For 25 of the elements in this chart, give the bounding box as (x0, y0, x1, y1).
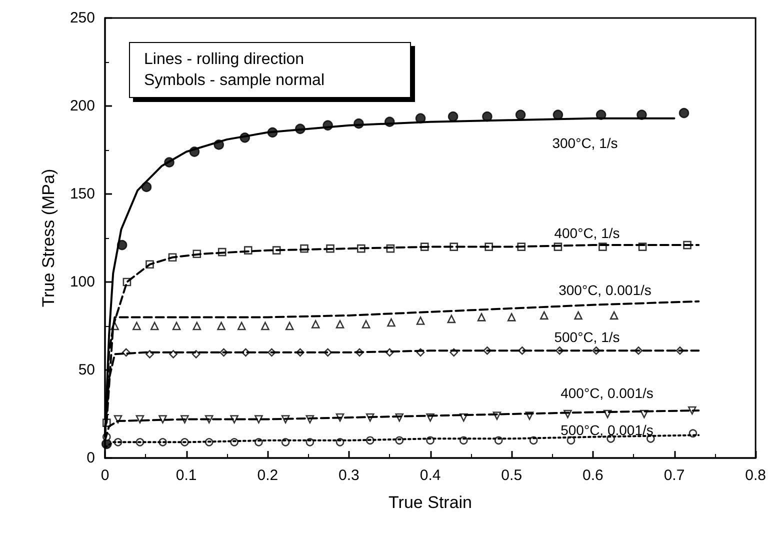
x-tick-label: 0.3 (338, 467, 360, 484)
y-tick-label: 200 (70, 98, 95, 114)
annotation: 300°C, 1/s (552, 135, 618, 151)
x-tick-label: 0 (100, 467, 110, 484)
x-tick-label: 0.7 (664, 467, 685, 484)
y-axis-title: True Stress (MPa) (39, 168, 58, 308)
annotation: 400°C, 0.001/s (560, 385, 654, 401)
x-axis-title: True Strain (388, 493, 472, 512)
y-tick-label: 0 (86, 450, 95, 466)
annotation: 500°C, 0.001/s (560, 422, 654, 438)
x-tick-label: 0.6 (582, 467, 604, 484)
x-tick-label: 0.1 (176, 467, 197, 484)
x-tick-label: 0.4 (420, 467, 441, 484)
y-tick-label: 100 (70, 274, 95, 290)
annotation: Symbols - sample normal (144, 71, 326, 91)
x-tick-label: 0.2 (257, 467, 278, 484)
annotation: 400°C, 1/s (554, 225, 620, 241)
annotation: 300°C, 0.001/s (558, 282, 652, 298)
annotation: 500°C, 1/s (554, 329, 620, 345)
x-tick-label: 0.5 (501, 467, 522, 484)
y-tick-label: 50 (78, 362, 95, 378)
y-tick-label: 150 (70, 186, 95, 202)
x-tick-label: 0.8 (745, 467, 766, 484)
y-tick-label: 250 (70, 10, 95, 26)
annotation: Lines - rolling direction (144, 50, 306, 70)
